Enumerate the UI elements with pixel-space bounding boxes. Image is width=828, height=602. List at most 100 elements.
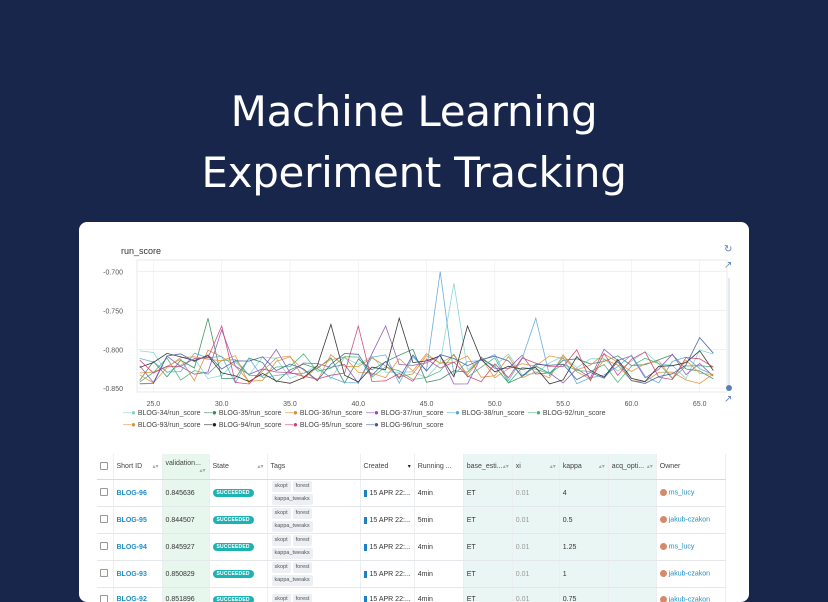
tag-chip[interactable]: skopt	[272, 481, 291, 492]
owner-link[interactable]: ms_lucy	[669, 544, 695, 551]
x-tick-label: 35.0	[283, 401, 297, 408]
xi-value: 0.01	[516, 596, 530, 602]
legend-item[interactable]: —●BLOG-37/run_score	[366, 408, 444, 417]
base-estimator-value: ET	[467, 571, 476, 578]
short-id-link[interactable]: BLOG-92	[117, 596, 147, 602]
runs-table: Short ID▴▾ validation...▴▾ State▴▾ Tags …	[97, 454, 726, 602]
owner-link[interactable]: ms_lucy	[669, 490, 695, 497]
legend-item[interactable]: —●BLOG-38/run_score	[447, 408, 525, 417]
tag-chip[interactable]: skopt	[272, 535, 291, 546]
owner-link[interactable]: jakub-czakon	[669, 571, 710, 578]
tag-chip[interactable]: skopt	[272, 508, 291, 519]
legend-item[interactable]: —●BLOG-34/run_score	[123, 408, 201, 417]
running-time-value: 4min	[418, 544, 433, 551]
headline-line-1: Machine Learning	[0, 91, 828, 133]
column-header-acq-optimizer[interactable]: acq_opti...▴▾	[608, 454, 656, 480]
legend-item[interactable]: —●BLOG-95/run_score	[285, 420, 363, 429]
avatar	[660, 570, 667, 577]
validation-value: 0.845636	[166, 490, 195, 497]
row-checkbox[interactable]	[97, 534, 113, 561]
base-estimator-value: ET	[467, 517, 476, 524]
column-header-base-estimator[interactable]: base_esti...▴▾	[463, 454, 512, 480]
x-tick-label: 50.0	[488, 401, 502, 408]
tag-chip[interactable]: kappa_tweaks	[272, 521, 313, 532]
tag-chip[interactable]: forest	[293, 535, 313, 546]
tag-chip[interactable]: forest	[293, 481, 313, 492]
column-header-xi[interactable]: xi▴▾	[512, 454, 559, 480]
running-time-value: 4min	[418, 596, 433, 602]
tag-chip[interactable]: forest	[293, 508, 313, 519]
status-badge: SUCCEEDED	[213, 489, 254, 497]
owner-link[interactable]: jakub-czakon	[669, 517, 710, 524]
kappa-value: 4	[563, 490, 567, 497]
owner-link[interactable]: jakub-czakon	[669, 596, 710, 602]
row-checkbox[interactable]	[97, 480, 113, 507]
legend-item[interactable]: —●BLOG-93/run_score	[123, 420, 201, 429]
legend-label: BLOG-96/run_score	[381, 422, 444, 429]
column-header-validation[interactable]: validation...▴▾	[162, 454, 209, 480]
tag-chip[interactable]: forest	[293, 562, 313, 573]
legend-label: BLOG-37/run_score	[381, 410, 444, 417]
legend-item[interactable]: —●BLOG-96/run_score	[366, 420, 444, 429]
table-header-row: Short ID▴▾ validation...▴▾ State▴▾ Tags …	[97, 454, 725, 480]
x-tick-label: 25.0	[147, 401, 161, 408]
legend-label: BLOG-94/run_score	[219, 422, 282, 429]
chart-scroll-handle	[726, 385, 732, 391]
status-badge: SUCCEEDED	[213, 596, 254, 602]
kappa-value: 0.75	[563, 596, 577, 602]
legend-item[interactable]: —●BLOG-94/run_score	[204, 420, 282, 429]
validation-value: 0.844507	[166, 517, 195, 524]
tag-chip[interactable]: kappa_tweaks	[272, 575, 313, 586]
legend-item[interactable]: —●BLOG-36/run_score	[285, 408, 363, 417]
column-header-running[interactable]: Running ...	[414, 454, 463, 480]
select-all-checkbox[interactable]	[97, 454, 113, 480]
running-time-value: 5min	[418, 517, 433, 524]
y-tick-label: -0.700	[103, 270, 123, 277]
created-value: 15 APR 22:...	[364, 517, 411, 524]
xi-value: 0.01	[516, 490, 530, 497]
x-tick-label: 45.0	[420, 401, 434, 408]
tag-chip[interactable]: kappa_tweaks	[272, 494, 313, 505]
short-id-link[interactable]: BLOG-95	[117, 517, 147, 524]
legend-label: BLOG-35/run_score	[219, 410, 282, 417]
column-header-short-id[interactable]: Short ID▴▾	[113, 454, 162, 480]
legend-item[interactable]: —●BLOG-35/run_score	[204, 408, 282, 417]
column-header-state[interactable]: State▴▾	[209, 454, 267, 480]
short-id-link[interactable]: BLOG-93	[117, 571, 147, 578]
row-checkbox[interactable]	[97, 561, 113, 588]
column-header-created[interactable]: Created▾	[360, 454, 414, 480]
tag-chip[interactable]: forest	[293, 594, 313, 602]
column-header-tags[interactable]: Tags	[267, 454, 360, 480]
created-value: 15 APR 22:...	[364, 571, 411, 578]
validation-value: 0.845927	[166, 544, 195, 551]
xi-value: 0.01	[516, 517, 530, 524]
avatar	[660, 516, 667, 523]
legend-label: BLOG-36/run_score	[300, 410, 363, 417]
column-header-kappa[interactable]: kappa▴▾	[559, 454, 608, 480]
legend-item[interactable]: —●BLOG-92/run_score	[528, 408, 606, 417]
kappa-value: 0.5	[563, 517, 573, 524]
validation-value: 0.850829	[166, 571, 195, 578]
experiment-card: run_score ↻ ↗ ↗ -0.700-0.750-0.800-0.850…	[79, 222, 749, 602]
row-checkbox[interactable]	[97, 588, 113, 602]
avatar	[660, 543, 667, 550]
base-estimator-value: ET	[467, 544, 476, 551]
column-header-owner[interactable]: Owner	[656, 454, 725, 480]
short-id-link[interactable]: BLOG-96	[117, 490, 147, 497]
tag-chip[interactable]: skopt	[272, 594, 291, 602]
x-tick-label: 65.0	[693, 401, 707, 408]
created-value: 15 APR 22:...	[364, 490, 411, 497]
tag-chip[interactable]: skopt	[272, 562, 291, 573]
tag-chip[interactable]: kappa_tweaks	[272, 548, 313, 559]
short-id-link[interactable]: BLOG-94	[117, 544, 147, 551]
x-tick-label: 55.0	[556, 401, 570, 408]
row-checkbox[interactable]	[97, 507, 113, 534]
